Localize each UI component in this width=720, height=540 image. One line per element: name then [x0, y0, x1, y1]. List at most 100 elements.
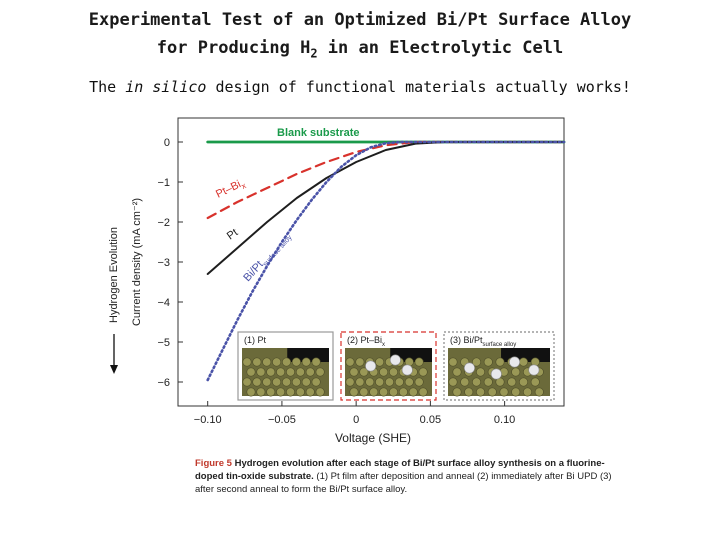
current-density-chart: 0 −1 −2 −3 −4 −5 −6 −0.10 −0.05 0 0.05 0.10 Curren…: [131, 117, 566, 445]
slide-title-line1: Experimental Test of an Optimized Bi/Pt …: [88, 10, 632, 30]
atom-pt: [272, 377, 282, 387]
atom-bi: [401, 364, 413, 376]
atom-pt: [388, 367, 398, 377]
atom-pt: [359, 367, 369, 377]
atom-pt: [414, 357, 424, 367]
x-tick-label: −0.05: [268, 414, 296, 426]
atom-bi: [509, 356, 521, 368]
atom-pt: [511, 387, 521, 397]
atom-pt: [475, 387, 485, 397]
series-layer: [206, 140, 566, 382]
y-tick-label: −5: [157, 337, 170, 349]
atom-pt: [388, 387, 398, 397]
title-line2-sub: 2: [310, 46, 318, 61]
inset-label: (1) Pt: [244, 335, 267, 345]
atom-pt: [246, 367, 256, 377]
atom-pt: [522, 387, 532, 397]
label-pt: Pt: [225, 227, 240, 243]
y-tick-label: 0: [164, 137, 170, 149]
caption-figure-label: Figure 5: [195, 458, 232, 469]
atom-pt: [349, 387, 359, 397]
title-line2-post: in an Electrolytic Cell: [317, 38, 564, 58]
atom-pt: [365, 377, 375, 387]
atom-pt: [369, 387, 379, 397]
atom-pt: [262, 377, 272, 387]
atom-pt: [408, 387, 418, 397]
atom-pt: [518, 377, 528, 387]
atom-pt: [518, 357, 528, 367]
inset-panel-1: (1) Pt: [237, 331, 334, 401]
atom-pt: [375, 357, 385, 367]
atom-pt: [345, 377, 355, 387]
x-tick-label: −0.10: [194, 414, 222, 426]
atom-pt: [276, 387, 286, 397]
atom-pt: [252, 357, 262, 367]
atom-pt: [256, 387, 266, 397]
subtitle-post: design of functional materials actually …: [206, 78, 631, 96]
atom-pt: [286, 367, 296, 377]
atom-pt: [499, 387, 509, 397]
atom-pt: [301, 377, 311, 387]
label-ptbi-main: Pt–Bi: [214, 178, 243, 200]
atom-pt: [355, 377, 365, 387]
atom-pt: [272, 357, 282, 367]
atom-pt: [345, 357, 355, 367]
label-blank-substrate: Blank substrate: [277, 127, 360, 139]
series-pt: [206, 141, 565, 275]
atom-pt: [282, 377, 292, 387]
atom-pt: [418, 367, 428, 377]
subtitle-emphasis: in silico: [125, 78, 207, 96]
atom-pt: [483, 357, 493, 367]
atom-pt: [305, 367, 315, 377]
atom-pt: [359, 387, 369, 397]
hydrogen-evolution-label: Hydrogen Evolution: [108, 226, 120, 323]
atom-pt: [286, 387, 296, 397]
atom-pt: [448, 377, 458, 387]
y-tick-label: −3: [157, 257, 170, 269]
atom-pt: [242, 377, 252, 387]
atom-pt: [530, 377, 540, 387]
y-tick-label: −1: [157, 177, 170, 189]
slide-subtitle: The in silico design of functional mater…: [0, 78, 720, 96]
atom-pt: [295, 367, 305, 377]
x-tick-label: 0: [353, 414, 359, 426]
atom-pt: [379, 367, 389, 377]
atom-pt: [256, 367, 266, 377]
atom-pt: [452, 387, 462, 397]
label-bipt-sub: surface alloy: [262, 234, 294, 268]
atom-pt: [276, 367, 286, 377]
atom-pt: [460, 377, 470, 387]
atom-bi: [389, 354, 401, 366]
caption-title: Hydrogen evolution after each stage of B…: [195, 458, 605, 482]
label-ptbi: Pt–Bix: [214, 177, 247, 203]
atom-pt: [291, 357, 301, 367]
atom-pt: [379, 387, 389, 397]
atom-pt: [305, 387, 315, 397]
atom-pt: [418, 387, 428, 397]
inset-label: (2) Pt–Bix: [347, 335, 385, 348]
atom-pt: [414, 377, 424, 387]
atom-pt: [452, 367, 462, 377]
atom-pt: [295, 387, 305, 397]
atom-bi: [365, 360, 377, 372]
atom-pt: [483, 377, 493, 387]
atom-pt: [315, 367, 325, 377]
y-tick-label: −6: [157, 377, 170, 389]
atom-pt: [398, 387, 408, 397]
x-axis-ticks: −0.10 −0.05 0 0.05 0.10: [194, 401, 515, 426]
down-arrow-icon: [110, 334, 118, 374]
inset-label: (3) Bi/Ptsurface alloy: [450, 335, 516, 348]
atom-pt: [291, 377, 301, 387]
series-pt-bi: [206, 140, 566, 220]
inset-panels: (1) Pt (2) Pt–Bix (3) Bi/Ptsurface alloy: [237, 331, 555, 401]
x-tick-label: 0.05: [420, 414, 441, 426]
y-tick-label: −2: [157, 217, 170, 229]
atom-pt: [375, 377, 385, 387]
y-axis-ticks: 0 −1 −2 −3 −4 −5 −6: [157, 137, 183, 389]
atom-pt: [315, 387, 325, 397]
atom-pt: [475, 367, 485, 377]
caption-body: (1) Pt film after deposition and anneal …: [195, 471, 612, 495]
atom-bi: [490, 368, 502, 380]
atom-pt: [534, 387, 544, 397]
series-bi-pt-alloy: [206, 140, 566, 382]
